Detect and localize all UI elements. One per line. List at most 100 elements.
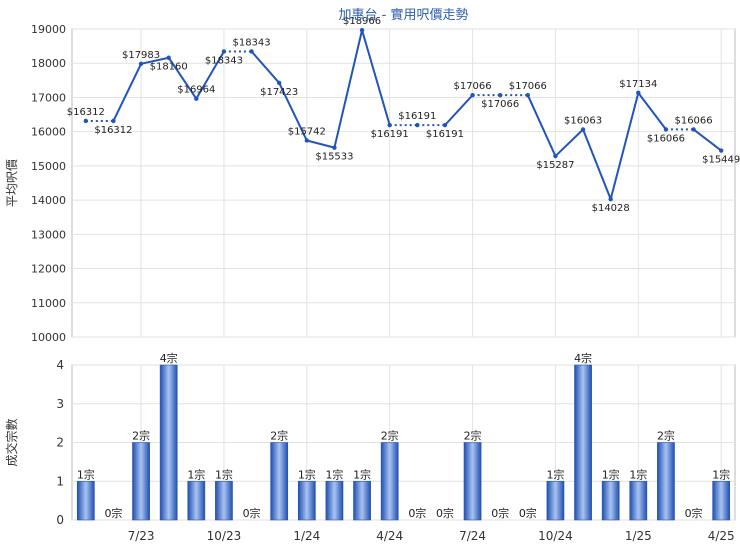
price-y-tick-label: 14000 <box>31 194 66 207</box>
price-data-label: $15287 <box>536 160 574 171</box>
price-data-label: $16191 <box>426 129 464 140</box>
x-axis-ticks: 7/23 10/23 1/24 4/24 7/24 10/24 1/25 4/25 <box>128 529 735 543</box>
price-point <box>718 148 724 153</box>
transactions-bar <box>574 364 592 521</box>
transactions-bar <box>270 442 289 521</box>
price-grid <box>72 28 735 338</box>
price-y-axis-label: 平均呎價 <box>5 159 19 207</box>
price-point <box>111 118 116 124</box>
price-point <box>580 127 586 132</box>
transactions-data-label: 0宗 <box>408 506 426 520</box>
chart-title: 加惠台 - 實用呎價走勢 <box>339 7 469 23</box>
price-point <box>691 127 696 132</box>
x-tick-label: 4/24 <box>376 529 403 543</box>
price-line-segment <box>444 94 474 126</box>
transactions-panel: 0 1 2 3 4 1宗 0宗 2宗 4宗 1宗 1宗 0宗 2宗 1宗 1宗 1宗 2宗 0宗 0宗 2宗 0宗 0宗… <box>4 351 736 543</box>
price-data-label: $16312 <box>94 125 132 136</box>
price-point <box>442 122 448 128</box>
transactions-grid <box>72 364 735 521</box>
price-point <box>194 96 199 101</box>
price-data-label: $16066 <box>647 133 685 144</box>
transactions-bar <box>353 480 371 521</box>
price-data-label: $17066 <box>509 81 547 92</box>
transactions-data-labels: 1宗 0宗 2宗 4宗 1宗 1宗 0宗 2宗 1宗 1宗 1宗 2宗 0宗 0宗 2宗 0宗 0宗 1宗 4宗 1宗… <box>77 351 730 520</box>
transactions-data-label: 2宗 <box>132 429 150 443</box>
transactions-bar <box>712 480 731 521</box>
price-data-label: $17983 <box>122 50 160 61</box>
price-line-segment <box>637 92 667 131</box>
price-point <box>470 92 475 98</box>
price-line-segment <box>554 128 584 157</box>
price-data-label: $15449 <box>702 155 740 166</box>
transactions-bar <box>325 480 344 521</box>
price-plot-frame <box>71 28 736 338</box>
transactions-data-label: 2宗 <box>270 429 288 443</box>
transactions-data-label: 1宗 <box>215 467 233 481</box>
price-point <box>332 145 337 150</box>
price-point <box>249 49 254 54</box>
price-data-label: $16066 <box>674 115 712 126</box>
price-point <box>166 55 171 60</box>
price-data-label: $18343 <box>205 55 243 66</box>
price-line-segment <box>333 29 364 148</box>
price-line-segment <box>250 50 280 84</box>
transactions-y-tick-label: 3 <box>56 397 64 411</box>
transactions-bars <box>76 364 731 521</box>
price-line-segment <box>278 82 308 141</box>
price-point <box>553 153 558 159</box>
price-y-tick-label: 16000 <box>31 126 66 139</box>
transactions-y-axis-label: 成交宗數 <box>4 418 19 466</box>
price-point <box>304 138 310 143</box>
transactions-data-label: 1宗 <box>77 467 95 481</box>
price-trend-panel: 10000 11000 12000 13000 14000 15000 16000 17000… <box>5 7 740 344</box>
x-tick-label: 7/23 <box>128 529 155 543</box>
price-line-segment <box>361 29 391 126</box>
price-point <box>359 27 365 33</box>
price-point <box>83 118 89 124</box>
price-point <box>415 122 420 128</box>
transactions-bar <box>546 480 565 521</box>
transactions-data-label: 1宗 <box>712 467 730 481</box>
price-point <box>608 196 613 202</box>
price-y-tick-label: 17000 <box>31 91 66 104</box>
transactions-bar <box>76 480 95 521</box>
price-data-label: $18160 <box>150 62 188 73</box>
price-line-segment <box>112 63 142 122</box>
price-data-labels: $16312 $16312 $17983$18160 $16964 $18343 $183… <box>67 16 740 214</box>
transactions-bar <box>215 480 233 521</box>
price-line-segment <box>195 50 225 100</box>
price-point <box>525 92 531 98</box>
transactions-data-label: 1宗 <box>298 467 316 481</box>
price-point <box>636 90 641 96</box>
price-line-segment <box>306 139 335 149</box>
price-line-segment <box>582 129 612 200</box>
transactions-data-label: 4宗 <box>574 351 592 365</box>
transactions-y-tick-label: 4 <box>56 358 64 372</box>
price-data-label: $17066 <box>481 99 519 110</box>
price-y-tick-label: 15000 <box>31 160 66 173</box>
transactions-data-label: 1宗 <box>602 467 620 481</box>
transactions-bar <box>380 442 399 521</box>
x-tick-label: 7/24 <box>459 529 486 543</box>
transactions-data-label: 1宗 <box>629 467 647 481</box>
transactions-bar <box>159 364 178 521</box>
price-point <box>221 49 227 54</box>
price-y-ticks: 10000 11000 12000 13000 14000 15000 16000 17000… <box>31 23 66 344</box>
price-point <box>497 92 503 98</box>
transactions-data-label: 2宗 <box>381 429 399 443</box>
price-data-label: $18966 <box>343 16 381 27</box>
price-data-label: $16191 <box>371 129 409 140</box>
x-tick-label: 1/25 <box>625 529 652 543</box>
price-data-label: $17134 <box>619 79 657 90</box>
transactions-data-label: 2宗 <box>464 429 482 443</box>
transactions-bar <box>463 442 482 521</box>
price-point <box>276 80 282 86</box>
transactions-data-label: 1宗 <box>187 467 205 481</box>
transactions-data-label: 0宗 <box>436 506 454 520</box>
price-y-tick-label: 19000 <box>31 23 66 36</box>
transactions-bar <box>601 480 620 521</box>
price-line-segment <box>692 128 722 152</box>
price-point <box>387 122 392 128</box>
price-line-segment <box>609 92 640 200</box>
